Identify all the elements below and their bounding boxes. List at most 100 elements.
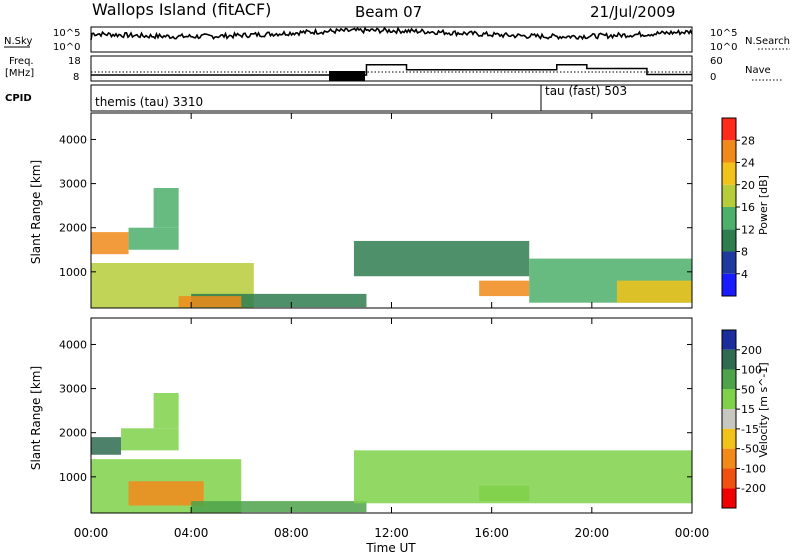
time-axis: 00:00 04:00 08:00 12:00 16:00 20:00 00:00 (74, 113, 710, 540)
freq-panel: Freq. [MHz] 18 8 60 0 Nave (5, 55, 782, 83)
nsearch-label: N.Search (745, 36, 790, 47)
time-tick-label: 20:00 (575, 526, 610, 540)
colorbar-frame (721, 329, 737, 509)
colorbar-tick-label: -100 (741, 462, 766, 475)
data-cell-1 (91, 437, 122, 455)
freq-frame (90, 55, 693, 82)
data-cell-5 (191, 501, 367, 513)
nsky-ytick-top: 10^5 (53, 28, 80, 39)
data-cell-2 (121, 428, 179, 451)
data-cell-3 (153, 393, 179, 429)
colorbar-tick-label: 8 (741, 246, 748, 259)
colorbar-band (722, 349, 736, 370)
nave-label: Nave (745, 65, 771, 76)
time-tick-label: 00:00 (74, 526, 109, 540)
colorbar-tick-label: 15 (741, 403, 755, 416)
data-cell-7 (479, 485, 530, 502)
colorbar-tick-label: 20 (741, 179, 755, 192)
power-ylabel: Slant Range [km] (29, 160, 43, 264)
nsearch-ytick-bottom: 10^0 (710, 42, 737, 53)
ytick-label: 3000 (59, 178, 87, 191)
ytick-label: 2000 (59, 222, 87, 235)
colorbar-band (722, 468, 736, 489)
colorbar-tick-label: 28 (741, 134, 755, 147)
nsky-panel: N.Sky 10^5 10^0 10^5 10^0 N.Search (4, 26, 790, 53)
colorbar-band (722, 184, 736, 207)
power-colorbar: 4 8 12 16 20 24 28 (721, 117, 755, 297)
velocity-colorbar: 200 100 50 15 -15 -50 -100 -200 (721, 329, 766, 509)
nsearch-ytick-top: 10^5 (710, 28, 737, 39)
colorbar-band (722, 207, 736, 230)
colorbar-tick-label: -200 (741, 482, 766, 495)
colorbar-band (722, 330, 736, 350)
power-data-cells (91, 188, 692, 308)
data-cell-7 (479, 280, 530, 297)
ytick-label: 1000 (59, 266, 87, 279)
colorbar-band (722, 140, 736, 163)
time-tick-label: 16:00 (474, 526, 509, 540)
velocity-panel: 1000 2000 3000 4000 Slant Range [km] 200 100… (29, 317, 770, 514)
data-cell-2 (128, 227, 179, 250)
colorbar-tick-label: 12 (741, 223, 755, 236)
nsky-ytick-bottom: 10^0 (53, 42, 80, 53)
colorbar-tick-label: -50 (741, 443, 759, 456)
time-tick-label: 00:00 (675, 526, 710, 540)
nsky-label: N.Sky (4, 36, 32, 47)
colorbar-band (722, 251, 736, 274)
freq-trace (91, 64, 692, 78)
velocity-data-cells (91, 393, 692, 513)
freq-ytick-top: 18 (68, 56, 81, 67)
cpid-program-1: themis (tau) 3310 (95, 95, 203, 109)
nave-ytick-bottom: 0 (710, 72, 716, 83)
time-tick-label: 08:00 (274, 526, 309, 540)
colorbar-tick-label: 16 (741, 201, 755, 214)
ytick-label: 4000 (59, 338, 87, 351)
colorbar-tick-label: -15 (741, 423, 759, 436)
power-panel: 1000 2000 3000 4000 Slant Range [km] 4 8 12 16… (29, 112, 770, 309)
data-cell-5 (178, 296, 242, 308)
ytick-label: 1000 (59, 471, 87, 484)
colorbar-band (722, 118, 736, 141)
ytick-label: 2000 (59, 427, 87, 440)
colorbar-band (722, 488, 736, 508)
time-tick-label: 04:00 (174, 526, 209, 540)
cpid-panel: CPID themis (tau) 3310 tau (fast) 503 (5, 84, 693, 112)
station-title: Wallops Island (fitACF) (92, 0, 271, 19)
colorbar-tick-label: 100 (741, 364, 762, 377)
colorbar-band (722, 428, 736, 449)
power-colorbar-label: Power [dB] (757, 175, 770, 235)
time-tick-label: 12:00 (374, 526, 409, 540)
cpid-label: CPID (5, 93, 32, 104)
ytick-label: 3000 (59, 383, 87, 396)
velocity-yticks: 1000 2000 3000 4000 (59, 338, 692, 484)
colorbar-band (722, 162, 736, 185)
colorbar-band (722, 369, 736, 390)
nsky-trace (90, 26, 693, 41)
colorbar-tick-label: 50 (741, 383, 755, 396)
colorbar-band (722, 409, 736, 429)
colorbar-band (722, 273, 736, 296)
colorbar-band (722, 229, 736, 252)
colorbar-tick-label: 24 (741, 157, 755, 170)
colorbar-tick-label: 4 (741, 268, 748, 281)
nsky-frame (90, 26, 693, 53)
data-cell-1 (91, 232, 129, 255)
data-cell-9 (616, 280, 692, 303)
velocity-ylabel: Slant Range [km] (29, 366, 43, 470)
ytick-label: 4000 (59, 133, 87, 146)
nave-ytick-top: 60 (710, 56, 723, 67)
data-cell-3 (153, 188, 179, 228)
freq-black-block (329, 71, 365, 81)
power-yticks: 1000 2000 3000 4000 (59, 133, 692, 279)
colorbar-band (722, 448, 736, 469)
freq-label: Freq. (9, 56, 34, 67)
freq-unit: [MHz] (5, 68, 34, 79)
beam-label: Beam 07 (355, 3, 422, 21)
velocity-colorbar-label: Velocity [m s^-1] (757, 362, 770, 457)
colorbar-tick-label: 200 (741, 344, 762, 357)
data-cell-6 (353, 240, 530, 277)
colorbar-band (722, 389, 736, 410)
time-axis-label: Time UT (365, 541, 416, 554)
